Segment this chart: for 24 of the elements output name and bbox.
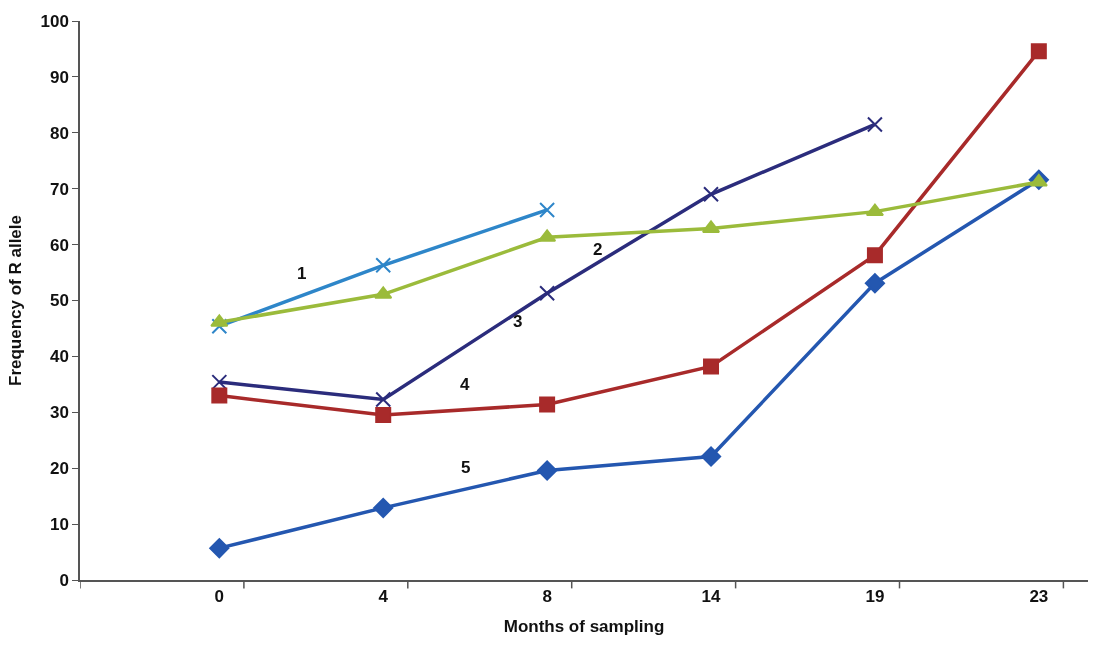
- series-label: 5: [461, 458, 471, 477]
- series-label: 2: [593, 240, 603, 259]
- x-tick-label: 4: [378, 587, 389, 607]
- series-label: 1: [297, 264, 307, 283]
- y-tick-label: 0: [59, 570, 69, 590]
- x-tick-label: 19: [865, 587, 885, 607]
- x-tick-label: 8: [542, 587, 552, 607]
- series-label: 4: [460, 375, 470, 394]
- y-tick-label: 30: [49, 403, 69, 423]
- x-tick-label: 23: [1029, 587, 1049, 607]
- y-tick-label: 40: [49, 347, 69, 367]
- x-tick-label: 14: [701, 587, 722, 607]
- x-axis-title: Months of sampling: [503, 617, 665, 637]
- y-tick-label: 100: [40, 11, 69, 31]
- y-tick-label: 90: [49, 67, 69, 87]
- y-tick-label: 20: [49, 459, 69, 479]
- x-tick-label: 0: [214, 587, 225, 607]
- y-tick-label: 10: [49, 515, 69, 535]
- y-tick-label: 60: [49, 235, 69, 255]
- y-axis-title: Frequency of R allele: [5, 215, 25, 386]
- series-label: 3: [513, 312, 523, 331]
- y-tick-label: 80: [49, 123, 69, 143]
- y-tick-label: 70: [49, 179, 69, 199]
- y-tick-label: 50: [49, 291, 69, 311]
